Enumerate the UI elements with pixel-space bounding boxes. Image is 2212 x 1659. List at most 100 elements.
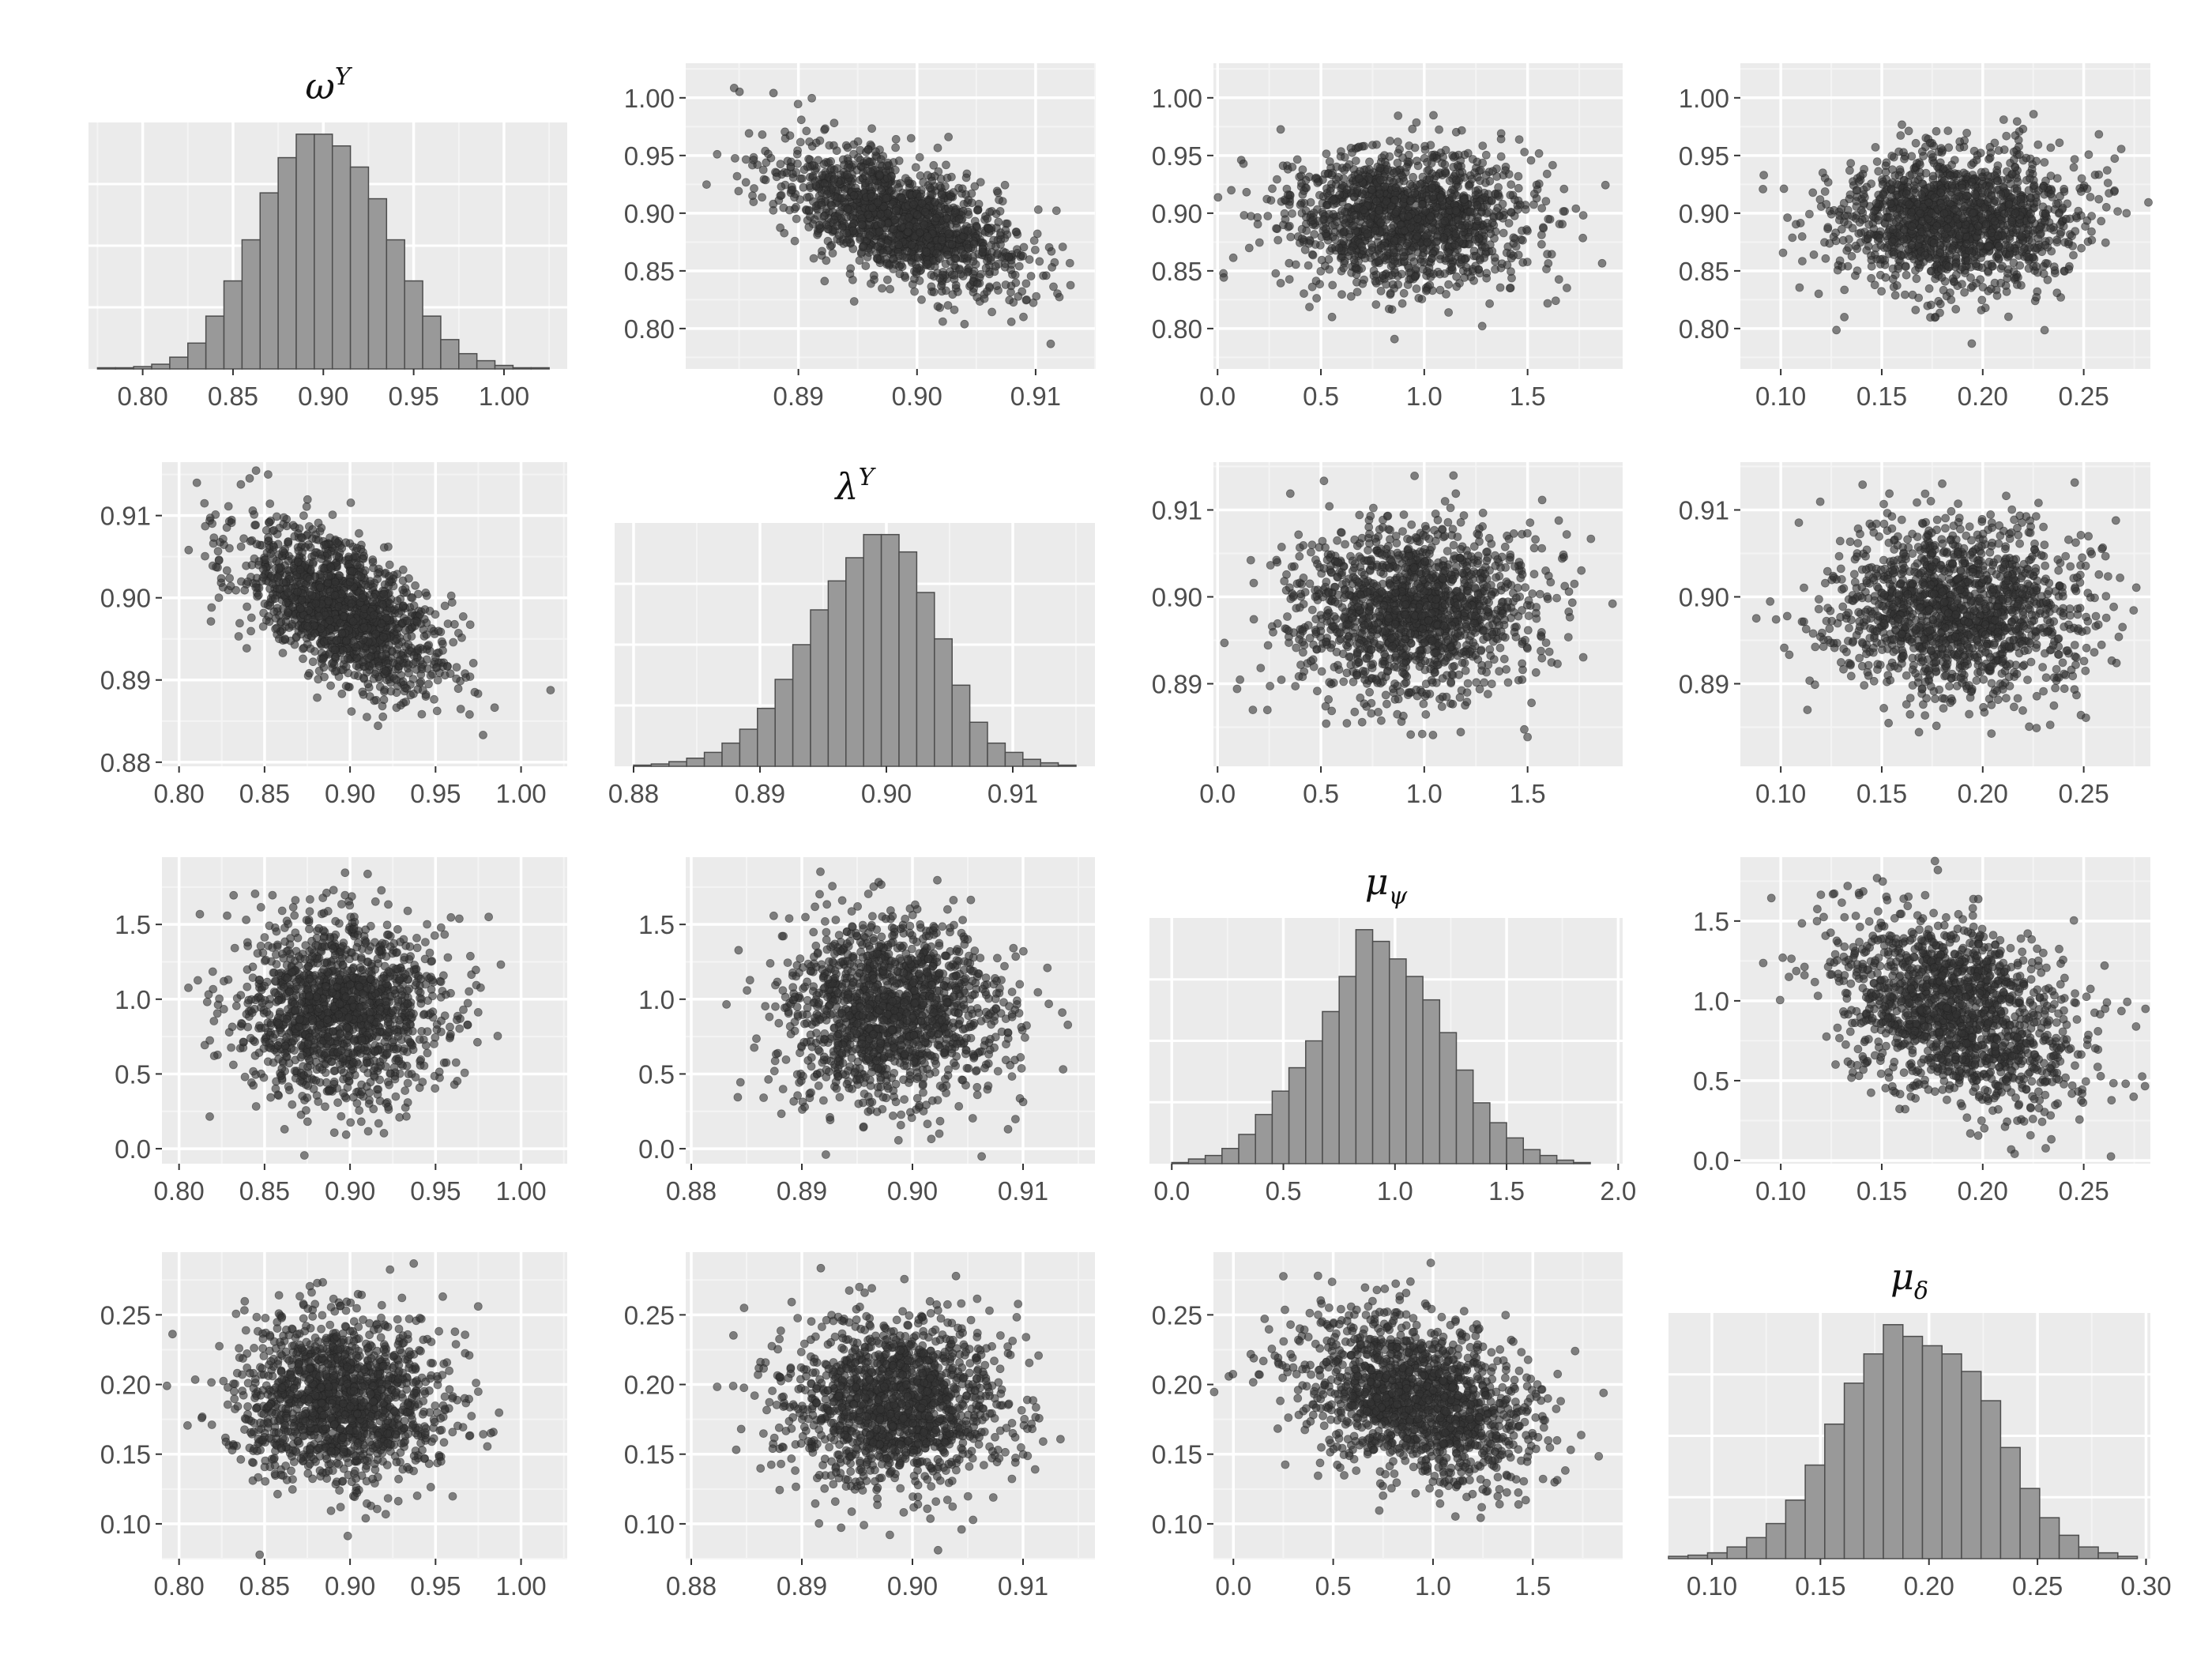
scatter-point bbox=[891, 143, 900, 152]
scatter-point bbox=[1936, 248, 1945, 258]
scatter-point bbox=[1962, 191, 1971, 201]
scatter-point bbox=[1887, 184, 1896, 194]
scatter-points bbox=[702, 84, 1075, 348]
scatter-point bbox=[907, 240, 916, 250]
scatter-point bbox=[1414, 293, 1424, 303]
scatter-point bbox=[1011, 278, 1021, 288]
scatter-point bbox=[1993, 176, 2003, 186]
scatter-point bbox=[1376, 218, 1386, 228]
scatter-point bbox=[1482, 273, 1492, 283]
scatter-point bbox=[1406, 223, 1416, 232]
scatter-point bbox=[853, 137, 863, 146]
scatter-point bbox=[1327, 312, 1337, 322]
scatter-point bbox=[1860, 164, 1869, 174]
scatter-point bbox=[1962, 239, 1971, 249]
scatter-point bbox=[1476, 176, 1484, 186]
scatter-point bbox=[2032, 292, 2041, 302]
scatter-point bbox=[2061, 214, 2071, 224]
scatter-point bbox=[1966, 273, 1975, 282]
scatter-point bbox=[2060, 184, 2069, 194]
scatter-point bbox=[877, 186, 886, 195]
scatter-point bbox=[967, 198, 976, 208]
scatter-point bbox=[1529, 189, 1539, 198]
scatter-point bbox=[1878, 180, 1887, 189]
scatter-point bbox=[1288, 209, 1296, 218]
histogram-bar bbox=[169, 356, 189, 370]
scatter-point bbox=[2069, 250, 2078, 260]
x-tick-label: 0.89 bbox=[773, 382, 824, 411]
scatter-point bbox=[734, 186, 743, 196]
scatter-point bbox=[822, 190, 832, 199]
scatter-point bbox=[1409, 172, 1417, 182]
scatter-point bbox=[1422, 231, 1431, 240]
scatter-point bbox=[1271, 269, 1281, 278]
scatter-point bbox=[992, 281, 1002, 291]
scatter-point bbox=[878, 248, 888, 258]
scatter-point bbox=[1821, 254, 1830, 263]
scatter-point bbox=[1872, 157, 1882, 167]
scatter-point bbox=[867, 124, 876, 134]
scatter-point bbox=[1340, 152, 1349, 162]
scatter-point bbox=[1541, 197, 1551, 206]
scatter-point bbox=[1985, 142, 1995, 152]
y-tick-label: 0.95 bbox=[1679, 141, 1729, 171]
scatter-point bbox=[811, 181, 821, 190]
scatter-point bbox=[2040, 325, 2049, 335]
scatter-point bbox=[1888, 225, 1898, 234]
scatter-point bbox=[882, 161, 892, 171]
scatter-point bbox=[1000, 180, 1010, 190]
scatter-point bbox=[969, 239, 979, 249]
scatter-point bbox=[1936, 299, 1945, 309]
scatter-point bbox=[1944, 262, 1954, 271]
scatter-point bbox=[1887, 237, 1897, 246]
scatter-point bbox=[1904, 126, 1913, 136]
y-tick-label: 0.90 bbox=[1679, 199, 1729, 228]
y-tick-label: 1.00 bbox=[1152, 84, 1202, 113]
scatter-point bbox=[2011, 209, 2020, 218]
histogram-bar bbox=[404, 280, 423, 370]
scatter-point bbox=[1853, 186, 1862, 195]
scatter-point bbox=[2097, 216, 2106, 226]
scatter-point bbox=[1537, 204, 1547, 213]
scatter-point bbox=[1926, 300, 1936, 310]
scatter-point bbox=[1285, 221, 1294, 231]
scatter-point bbox=[882, 194, 890, 203]
scatter-point bbox=[2026, 168, 2034, 178]
scatter-point bbox=[1328, 280, 1337, 290]
scatter-point bbox=[1948, 245, 1957, 254]
scatter-point bbox=[1428, 150, 1437, 160]
y-tick-label: 0.80 bbox=[1152, 314, 1202, 344]
scatter-point bbox=[1900, 225, 1909, 235]
scatter-point bbox=[976, 178, 985, 187]
scatter-point bbox=[875, 227, 884, 236]
scatter-point bbox=[937, 235, 946, 245]
scatter-point bbox=[1444, 280, 1453, 289]
scatter-point bbox=[2040, 158, 2049, 167]
scatter-point bbox=[2004, 200, 2014, 209]
scatter-point bbox=[883, 275, 892, 284]
scatter-point bbox=[1280, 209, 1289, 218]
scatter-point bbox=[1507, 273, 1516, 283]
scatter-point bbox=[1322, 149, 1331, 159]
scatter-point bbox=[821, 124, 830, 134]
y-tick-label: 0.80 bbox=[624, 314, 675, 344]
scatter-point bbox=[2014, 142, 2023, 152]
scatter-point bbox=[2014, 150, 2024, 160]
scatter-point bbox=[1954, 231, 1964, 240]
scatter-point bbox=[732, 171, 742, 181]
scatter-point bbox=[2094, 130, 2104, 139]
scatter-point bbox=[1996, 190, 2006, 199]
scatter-point bbox=[1365, 157, 1374, 167]
scatter-point bbox=[1998, 261, 2007, 271]
scatter-point bbox=[891, 134, 901, 144]
scatter-point bbox=[1542, 265, 1551, 274]
scatter-point bbox=[1894, 264, 1903, 273]
scatter-point bbox=[972, 292, 982, 302]
scatter-point bbox=[963, 226, 972, 235]
scatter-point bbox=[1302, 213, 1311, 222]
scatter-point bbox=[1506, 249, 1515, 258]
scatter-point bbox=[1920, 250, 1930, 260]
scatter-point bbox=[1895, 243, 1905, 252]
scatter-point bbox=[1410, 272, 1420, 281]
scatter-point bbox=[1959, 168, 1969, 178]
